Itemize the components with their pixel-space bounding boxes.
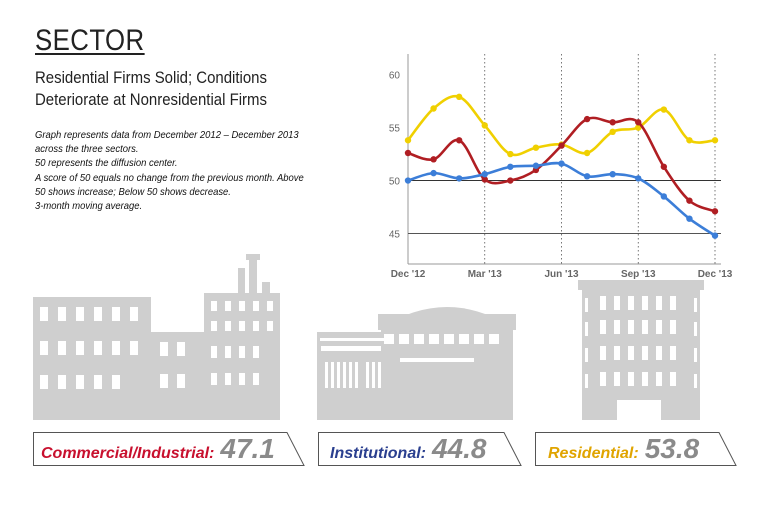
data-point-institutional xyxy=(635,175,642,182)
commercial-label: Commercial/Industrial: 47.1 xyxy=(33,432,305,466)
data-point-institutional xyxy=(481,170,488,178)
data-point-commercial xyxy=(660,163,668,170)
note-line: across the three sectors. xyxy=(35,143,139,156)
residential-label-value: 53.8 xyxy=(644,433,700,464)
data-point-commercial xyxy=(686,197,693,204)
data-point-residential xyxy=(481,122,488,129)
data-point-residential xyxy=(660,106,668,113)
chart-notes: Graph represents data from December 2012… xyxy=(35,128,386,213)
data-point-institutional xyxy=(686,215,693,222)
data-point-residential xyxy=(609,128,616,136)
institutional-label-value: 44.8 xyxy=(431,433,487,464)
institutional-building-icon xyxy=(317,307,516,420)
data-point-commercial xyxy=(583,115,591,123)
data-point-commercial xyxy=(609,119,616,126)
data-point-commercial xyxy=(404,149,412,157)
data-point-institutional xyxy=(711,232,719,239)
commercial-label-value: 47.1 xyxy=(220,433,275,464)
note-line: 50 shows increase; Below 50 shows decrea… xyxy=(35,185,231,198)
y-tick-label: 55 xyxy=(389,124,401,135)
data-point-institutional xyxy=(609,170,616,178)
residential-label-name: Residential: xyxy=(548,445,639,462)
data-point-residential xyxy=(507,150,514,158)
data-point-commercial xyxy=(558,142,565,149)
x-tick-label: Mar '13 xyxy=(468,269,503,280)
note-line: A score of 50 equals no change from the … xyxy=(35,171,304,184)
residential-building-icon xyxy=(578,280,704,420)
x-tick-label: Dec '12 xyxy=(391,269,426,280)
data-point-commercial xyxy=(635,119,642,126)
data-point-institutional xyxy=(455,175,463,182)
data-point-institutional xyxy=(507,163,514,170)
data-point-commercial xyxy=(430,156,437,163)
note-line: 50 represents the diffusion center. xyxy=(35,157,178,170)
subtitle-line: Deteriorate at Nonresidential Firms xyxy=(35,90,267,109)
data-point-institutional xyxy=(532,162,540,169)
y-tick-label: 60 xyxy=(389,71,401,82)
data-point-institutional xyxy=(660,193,668,200)
note-line: Graph represents data from December 2012… xyxy=(35,129,299,141)
x-tick-label: Jun '13 xyxy=(544,269,578,280)
residential-label: Residential: 53.8 xyxy=(535,432,737,466)
data-point-commercial xyxy=(507,177,514,184)
data-point-residential xyxy=(711,137,719,144)
data-point-residential xyxy=(532,144,540,151)
x-tick-label: Sep '13 xyxy=(621,269,656,280)
data-point-residential xyxy=(455,93,463,101)
data-point-institutional xyxy=(558,160,565,167)
page-title: SECTOR xyxy=(35,24,145,57)
data-point-residential xyxy=(583,149,591,157)
data-point-institutional xyxy=(430,169,437,177)
data-point-residential xyxy=(404,137,412,144)
commercial-label-name: Commercial/Industrial: xyxy=(41,445,215,462)
subtitle-line: Residential Firms Solid; Conditions xyxy=(35,68,267,87)
line-chart: 45 50 55 60 Dec '12 Mar '13 Jun '13 Sep '13 Dec … xyxy=(389,54,733,280)
data-point-residential xyxy=(430,105,437,112)
data-point-commercial xyxy=(455,137,463,144)
page-subtitle: Residential Firms Solid; Conditions Dete… xyxy=(35,67,352,111)
commercial-building-icon xyxy=(33,254,280,420)
institutional-label-name: Institutional: xyxy=(330,445,426,462)
y-tick-label: 50 xyxy=(389,177,401,188)
data-point-commercial xyxy=(711,208,719,215)
building-illustrations xyxy=(33,254,704,420)
x-tick-label: Dec '13 xyxy=(698,269,733,280)
data-point-institutional xyxy=(583,173,591,180)
y-tick-label: 45 xyxy=(389,230,401,241)
data-point-institutional xyxy=(404,177,412,184)
institutional-label: Institutional: 44.8 xyxy=(318,432,522,466)
data-point-commercial xyxy=(481,176,488,183)
note-line: 3-month moving average. xyxy=(35,200,143,213)
data-point-residential xyxy=(686,137,693,144)
